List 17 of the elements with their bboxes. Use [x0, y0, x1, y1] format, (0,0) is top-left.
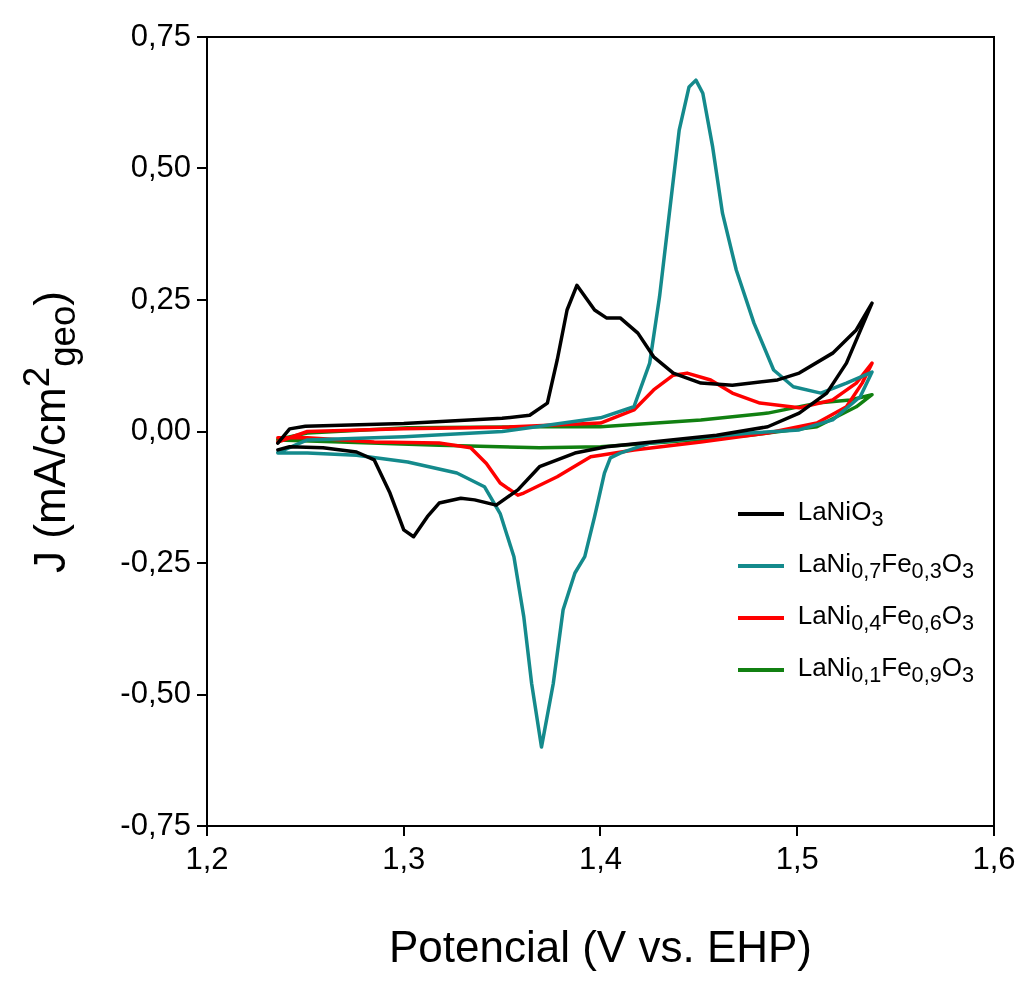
x-tick-label: 1,2	[185, 841, 229, 877]
x-tick-label: 1,3	[382, 841, 426, 877]
legend-label: LaNi$_{0,7}$Fe$_{0,3}$O$_{3}$	[797, 547, 974, 585]
y-tick-label: 0,50	[130, 149, 191, 185]
y-tick-label: -0,75	[120, 806, 191, 842]
legend-label: LaNi$_{0,1}$Fe$_{0,9}$O$_{3}$	[797, 651, 974, 689]
x-tick-label: 1,5	[775, 841, 819, 877]
x-tick-label: 1,4	[578, 841, 623, 877]
x-tick-label: 1,6	[972, 841, 1016, 877]
y-tick-label: -0,50	[120, 675, 191, 711]
y-tick-label: 0,75	[130, 17, 191, 53]
y-tick-label: 0,00	[130, 412, 191, 448]
y-tick-label: 0,25	[130, 280, 191, 316]
x-axis-title: Potencial (V vs. EHP)	[388, 922, 813, 972]
y-tick-label: -0,25	[120, 543, 191, 579]
legend-label: LaNiO$_{3}$	[797, 495, 884, 533]
legend-label: LaNi$_{0,4}$Fe$_{0,6}$O$_{3}$	[797, 599, 974, 637]
